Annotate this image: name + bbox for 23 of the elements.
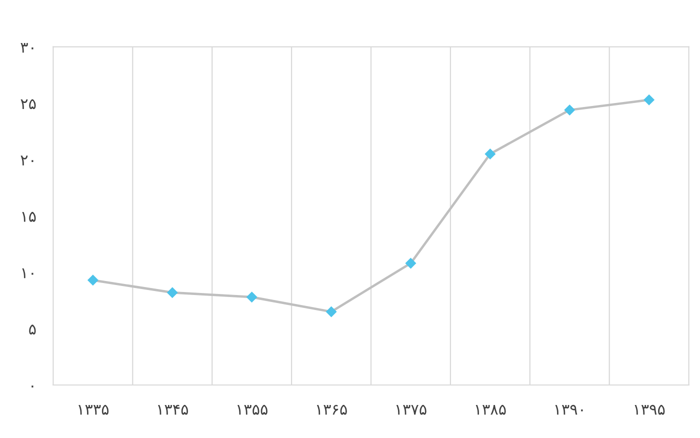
y-tick-label: ۵ [29, 324, 36, 335]
y-tick-label: ۲۵ [20, 99, 36, 110]
point [167, 287, 178, 298]
point [564, 104, 575, 116]
x-tick-label: ۱۳۵۵ [237, 404, 268, 415]
point [484, 148, 496, 160]
point [246, 292, 258, 302]
x-tick-label: ۱۳۷۵ [396, 404, 426, 415]
point [326, 306, 337, 318]
x-tick-label: ۱۳۳۵ [78, 404, 109, 415]
x-tick-label: ۱۳۹۵ [634, 404, 665, 415]
x-tick-label: ۱۳۶۵ [316, 404, 347, 415]
y-tick-label: ۲۰ [20, 156, 34, 166]
x-tick-label: ۱۳۴۵ [158, 404, 188, 415]
point [644, 94, 654, 106]
x-tick-label: ۱۳۹۰ [555, 404, 583, 415]
y-tick-label: ۳۰ [20, 42, 34, 53]
point [405, 258, 416, 269]
y-tick-label: ۱۵ [22, 212, 36, 222]
y-tick-label: ۰ [32, 386, 34, 388]
x-tick-label: ۱۳۸۵ [476, 404, 506, 415]
point [88, 274, 98, 286]
y-tick-label: ۱۰ [22, 268, 34, 278]
